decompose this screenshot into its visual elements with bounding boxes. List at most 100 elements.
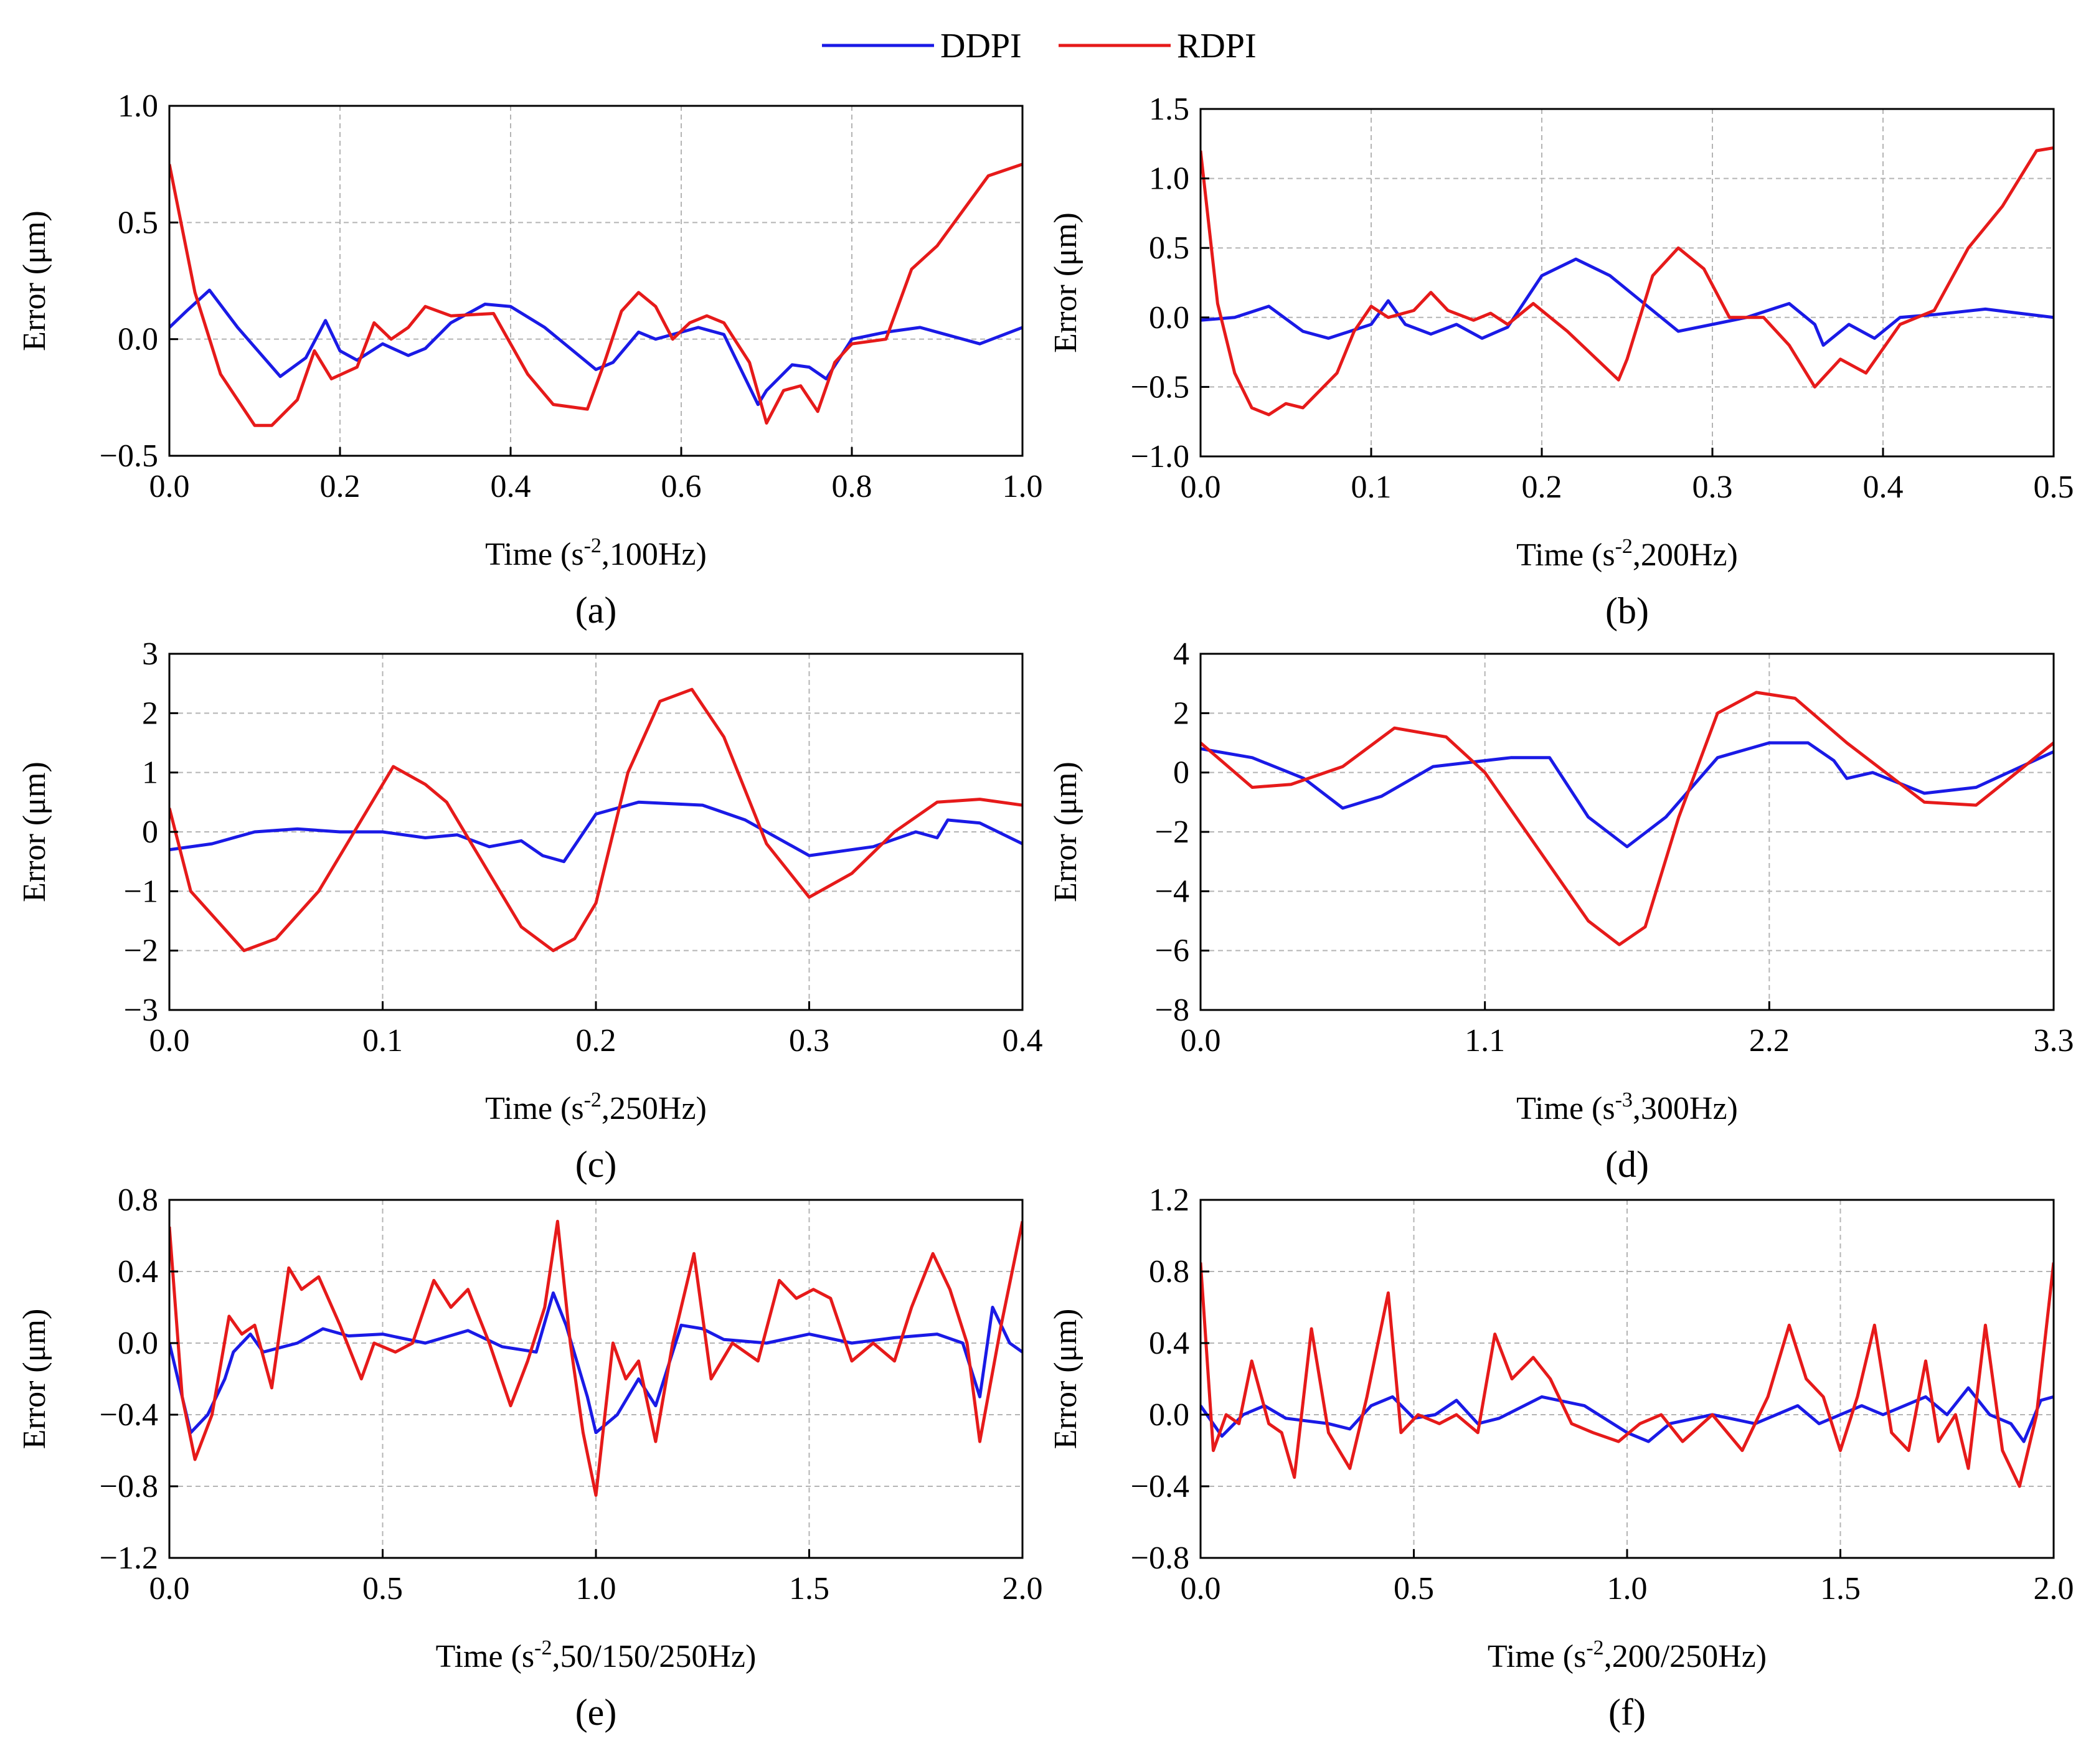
panel-label: (c) bbox=[575, 1144, 617, 1185]
y-tick-label: 1.2 bbox=[1149, 1182, 1189, 1218]
y-tick-label: 0.8 bbox=[118, 1182, 158, 1218]
plot-frame bbox=[168, 105, 1024, 457]
x-axis-label: Time (s-2,250Hz) bbox=[485, 1088, 707, 1126]
y-tick-label: 0.0 bbox=[1149, 300, 1189, 336]
x-tick-label: 0.5 bbox=[2034, 469, 2074, 505]
x-tick-label: 0.1 bbox=[1351, 469, 1392, 505]
series-line-rdpi bbox=[1201, 146, 2054, 417]
y-tick-label: 0.8 bbox=[1149, 1254, 1189, 1290]
chart-panel-3: 0.0 0.1 0.2 0.3 0.4 −3 −2 −1 0 1 2 3 Error (μm) Time … bbox=[17, 636, 1043, 1185]
y-tick-label: −2 bbox=[1155, 814, 1189, 850]
y-tick-label: 0.4 bbox=[1149, 1326, 1189, 1361]
x-tick-label: 0.4 bbox=[491, 469, 531, 504]
legend-label-ddpi: DDPI bbox=[940, 27, 1022, 65]
x-tick-label: 0.3 bbox=[1692, 469, 1733, 505]
x-tick-label: 0.5 bbox=[1394, 1571, 1434, 1606]
y-tick-label: −0.5 bbox=[1131, 369, 1189, 405]
x-tick-label: 3.3 bbox=[2034, 1023, 2074, 1059]
y-tick-label: −1.2 bbox=[100, 1540, 158, 1576]
y-tick-label: 0.0 bbox=[118, 1326, 158, 1361]
series-line-ddpi bbox=[1201, 741, 2054, 849]
chart-panel-5: 0.0 0.5 1.0 1.5 2.0 −1.2 −0.8 −0.4 0.0 0.4 0.8 Erro… bbox=[17, 1182, 1043, 1733]
y-tick-label: −2 bbox=[124, 933, 158, 969]
y-axis-label: Error (μm) bbox=[17, 762, 52, 902]
legend-label-rdpi: RDPI bbox=[1177, 27, 1257, 65]
y-tick-label: 3 bbox=[142, 636, 158, 672]
y-tick-label: −8 bbox=[1155, 993, 1189, 1028]
y-tick-label: 0 bbox=[1173, 755, 1189, 791]
y-tick-label: 2 bbox=[1173, 696, 1189, 731]
x-tick-label: 1.0 bbox=[1607, 1571, 1648, 1606]
y-tick-label: 1.0 bbox=[1149, 161, 1189, 197]
y-tick-label: 0.5 bbox=[1149, 230, 1189, 266]
series-line-ddpi bbox=[169, 800, 1022, 864]
y-tick-label: −6 bbox=[1155, 933, 1189, 969]
y-axis-label: Error (μm) bbox=[1048, 212, 1083, 353]
x-tick-label: 1.5 bbox=[1820, 1571, 1861, 1606]
plot-frame bbox=[1199, 108, 2055, 458]
y-tick-label: −0.5 bbox=[100, 438, 158, 474]
x-axis-label: Time (s-2,100Hz) bbox=[485, 534, 707, 572]
x-tick-label: 0.6 bbox=[661, 469, 702, 504]
series-line-ddpi bbox=[1201, 257, 2054, 347]
x-tick-label: 0.2 bbox=[320, 469, 361, 504]
x-tick-label: 0.0 bbox=[1181, 1023, 1221, 1059]
y-tick-label: −3 bbox=[124, 993, 158, 1028]
y-tick-label: 0.5 bbox=[118, 205, 158, 240]
y-tick-label: −4 bbox=[1155, 874, 1189, 909]
y-tick-label: −0.4 bbox=[1131, 1469, 1189, 1504]
y-tick-label: −1 bbox=[124, 874, 158, 909]
y-tick-label: −0.8 bbox=[100, 1469, 158, 1504]
y-tick-label: 1.0 bbox=[118, 88, 158, 124]
series-line-ddpi bbox=[1201, 1386, 2054, 1443]
y-axis-label: Error (μm) bbox=[17, 210, 52, 351]
series-line-rdpi bbox=[169, 687, 1022, 953]
y-tick-label: 4 bbox=[1173, 636, 1189, 672]
chart-panel-6: 0.0 0.5 1.0 1.5 2.0 −0.8 −0.4 0.0 0.4 0.8 1.2 Error… bbox=[1048, 1182, 2074, 1733]
panel-label: (a) bbox=[575, 590, 617, 631]
y-tick-label: 0.0 bbox=[1149, 1397, 1189, 1433]
chart-panel-4: 0.0 1.1 2.2 3.3 −8 −6 −4 −2 0 2 4 Error (μm) Time (s… bbox=[1048, 636, 2074, 1185]
y-tick-label: −0.4 bbox=[100, 1397, 158, 1433]
x-tick-label: 0.0 bbox=[1181, 1571, 1221, 1606]
y-tick-label: 0.0 bbox=[118, 322, 158, 357]
y-tick-label: −0.8 bbox=[1131, 1540, 1189, 1576]
x-tick-label: 2.0 bbox=[2034, 1571, 2074, 1606]
x-tick-label: 1.0 bbox=[576, 1571, 616, 1606]
x-axis-label: Time (s-2,50/150/250Hz) bbox=[436, 1636, 757, 1674]
series-line-rdpi bbox=[1201, 1262, 2054, 1488]
y-axis-label: Error (μm) bbox=[1048, 1309, 1083, 1450]
panel-label: (d) bbox=[1605, 1144, 1649, 1185]
panel-label: (f) bbox=[1608, 1692, 1646, 1733]
panel-label: (b) bbox=[1605, 590, 1649, 631]
x-tick-label: 0.1 bbox=[362, 1023, 403, 1059]
x-tick-label: 0.0 bbox=[1181, 469, 1221, 505]
x-axis-label: Time (s-2,200Hz) bbox=[1516, 535, 1738, 573]
y-tick-label: 0 bbox=[142, 814, 158, 850]
x-tick-label: 1.0 bbox=[1003, 469, 1043, 504]
legend: DDPI RDPI bbox=[822, 27, 1257, 65]
x-tick-label: 0.5 bbox=[362, 1571, 403, 1606]
x-tick-label: 0.2 bbox=[1522, 469, 1562, 505]
chart-panel-2: 0.0 0.1 0.2 0.3 0.4 0.5 −1.0 −0.5 0.0 0.5 1.0 1.5 Er… bbox=[1048, 92, 2074, 631]
series-line-rdpi bbox=[1201, 691, 2054, 946]
x-axis-label: Time (s-3,300Hz) bbox=[1516, 1088, 1738, 1126]
x-tick-label: 1.5 bbox=[789, 1571, 829, 1606]
y-tick-label: 2 bbox=[142, 696, 158, 731]
x-tick-label: 0.4 bbox=[1003, 1023, 1043, 1059]
series-line-rdpi bbox=[169, 163, 1022, 427]
x-tick-label: 0.2 bbox=[576, 1023, 616, 1059]
y-tick-label: 1.5 bbox=[1149, 92, 1189, 127]
x-axis-label: Time (s-2,200/250Hz) bbox=[1488, 1636, 1767, 1674]
x-tick-label: 1.1 bbox=[1465, 1023, 1505, 1059]
x-tick-label: 0.8 bbox=[832, 469, 872, 504]
x-tick-label: 0.3 bbox=[789, 1023, 829, 1059]
x-tick-label: 0.0 bbox=[149, 469, 190, 504]
x-tick-label: 0.4 bbox=[1863, 469, 1904, 505]
y-axis-label: Error (μm) bbox=[1048, 762, 1083, 902]
x-tick-label: 2.2 bbox=[1749, 1023, 1790, 1059]
x-tick-label: 2.0 bbox=[1003, 1571, 1043, 1606]
y-tick-label: −1.0 bbox=[1131, 439, 1189, 474]
x-tick-label: 0.0 bbox=[149, 1023, 190, 1059]
